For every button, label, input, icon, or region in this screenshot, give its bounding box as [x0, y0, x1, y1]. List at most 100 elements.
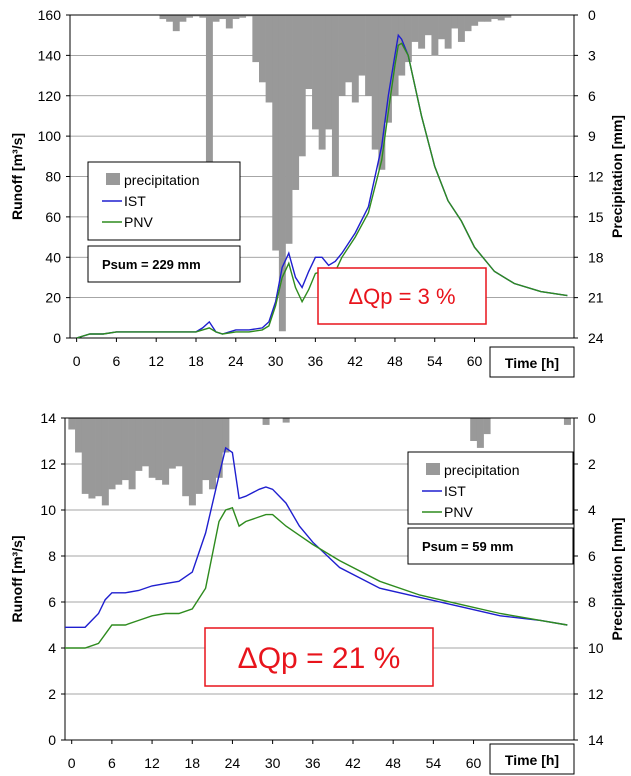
chart1-x-tick-label: 60 [467, 353, 483, 369]
chart1-legend-label-ist: IST [124, 193, 146, 209]
chart2-precip-bar [148, 418, 156, 478]
chart1-x-tick-label: 30 [268, 353, 284, 369]
chart1-precip-bar [385, 15, 392, 123]
chart2-x-tick-label: 60 [466, 755, 482, 771]
chart1-precip-bar [245, 15, 253, 17]
chart1-y-tick-label: 40 [45, 249, 61, 265]
chart1-precip-bar [265, 15, 273, 103]
chart1-y2-tick-label: 24 [588, 330, 604, 346]
chart2-precip-bar [108, 418, 116, 490]
chart2-y-tick-label: 4 [48, 640, 56, 656]
chart2-legend-label-ist: IST [444, 483, 466, 499]
chart1-y2-tick-label: 15 [588, 209, 604, 225]
chart1-precip-bar [252, 15, 260, 63]
chart1-precip-bar [199, 15, 207, 18]
chart1-psum-box [87, 245, 241, 283]
chart2-precip-bar [195, 418, 203, 494]
chart1-delta-qp-box [317, 267, 487, 325]
chart1-psum-label: Psum = 229 mm [102, 257, 201, 272]
chart2-legend-label-pnv: PNV [444, 504, 473, 520]
chart2-x-tick-label: 30 [265, 755, 281, 771]
chart2-precip-bar [202, 418, 210, 481]
chart2-legend-swatch-precipitation [426, 463, 440, 475]
chart1-precip-bar [166, 15, 174, 22]
chart1-precip-bar [318, 15, 326, 150]
chart2-precip-bar [142, 418, 150, 467]
chart1-x-tick-label: 6 [113, 353, 121, 369]
chart1-legend-label-pnv: PNV [124, 214, 153, 230]
chart1-precip-bar [491, 15, 499, 20]
chart1-precip-bar [212, 15, 220, 22]
chart2-precip-bar [282, 418, 290, 423]
chart1-precip-bar [325, 15, 333, 130]
chart2-precip-bar [101, 418, 109, 506]
chart2-precip-bar [476, 418, 484, 448]
chart1-precip-bar [404, 15, 412, 63]
chart1-y2-tick-label: 18 [588, 249, 604, 265]
chart1-precip-bar [504, 15, 512, 18]
chart2-x-tick-label: 12 [144, 755, 160, 771]
chart1-precip-bar [159, 15, 167, 20]
chart1-y2-tick-label: 21 [588, 290, 604, 306]
chart1-precip-bar [477, 15, 485, 22]
chart1-precip-bar [484, 15, 492, 22]
chart2-y-axis-label: Runoff [m³/s] [9, 535, 25, 622]
chart1-series-pnv-line [76, 42, 568, 339]
chart2-y-tick-label: 10 [40, 502, 56, 518]
chart2-x-tick-label: 18 [184, 755, 200, 771]
chart1-y-tick-label: 160 [38, 7, 62, 23]
chart1-precip-bar [225, 15, 233, 29]
chart1-x-axis-label-box [489, 346, 575, 378]
chart1-x-tick-label: 42 [347, 353, 363, 369]
chart2-x-tick-label: 54 [426, 755, 442, 771]
chart1-precip-bar [239, 15, 247, 18]
chart2-y2-tick-label: 2 [588, 456, 596, 472]
chart1-precip-bar [259, 15, 266, 83]
chart2-y2-tick-label: 6 [588, 548, 596, 564]
chart1-y-tick-label: 0 [53, 330, 61, 346]
chart2-precip-bar [81, 418, 89, 494]
chart1-precip-bar [451, 15, 459, 29]
chart2-y-tick-label: 14 [40, 410, 56, 426]
chart2-precip-bar [470, 418, 478, 441]
chart2-precip-bar [162, 418, 170, 485]
chart1-x-tick-label: 24 [228, 353, 244, 369]
chart2-y2-tick-label: 0 [588, 410, 596, 426]
chart1-precip-bar [424, 15, 432, 36]
chart1-y-axis-label: Runoff [m³/s] [9, 133, 25, 220]
chart2-x-tick-label: 24 [225, 755, 241, 771]
chart1-y2-tick-label: 12 [588, 169, 604, 185]
chart1-precip-bar [272, 15, 280, 251]
chart1-precip-bar [232, 15, 240, 20]
chart2-precip-bar [262, 418, 270, 425]
chart1-precip-bar [411, 15, 419, 42]
chart1-legend-swatch-precipitation [106, 173, 120, 185]
chart1-precip-bar [338, 15, 346, 96]
chart2-x-tick-label: 0 [68, 755, 76, 771]
chart2-y-tick-label: 6 [48, 594, 56, 610]
chart1-precip-bar [351, 15, 359, 103]
chart2-plot-frame [64, 417, 575, 741]
chart2-precip-bar [128, 418, 136, 490]
chart2-precip-bar [208, 418, 216, 490]
chart1-y2-tick-label: 0 [588, 7, 596, 23]
chart2-y2-tick-label: 12 [588, 686, 604, 702]
chart2-precip-bar [483, 418, 491, 435]
chart1-x-axis-label: Time [h] [505, 355, 559, 371]
chart1-precip-bar [345, 15, 353, 83]
chart1-y-tick-label: 80 [45, 169, 61, 185]
chart1-y2-axis-label: Precipitation [mm] [609, 115, 625, 238]
chart1-precip-bar [179, 15, 187, 22]
chart1-y2-tick-label: 9 [588, 128, 596, 144]
chart1-y-tick-label: 120 [38, 88, 62, 104]
chart1-y2-tick-label: 3 [588, 47, 596, 63]
chart2-precip-bar [222, 418, 230, 453]
chart2-y2-tick-label: 8 [588, 594, 596, 610]
chart1-legend-label-precipitation: precipitation [124, 172, 200, 188]
chart2-precip-bar [175, 418, 183, 467]
chart1-y-tick-label: 60 [45, 209, 61, 225]
chart1-precip-bar [471, 15, 479, 26]
chart1-x-tick-label: 36 [308, 353, 324, 369]
chart1-precip-bar [278, 15, 286, 332]
